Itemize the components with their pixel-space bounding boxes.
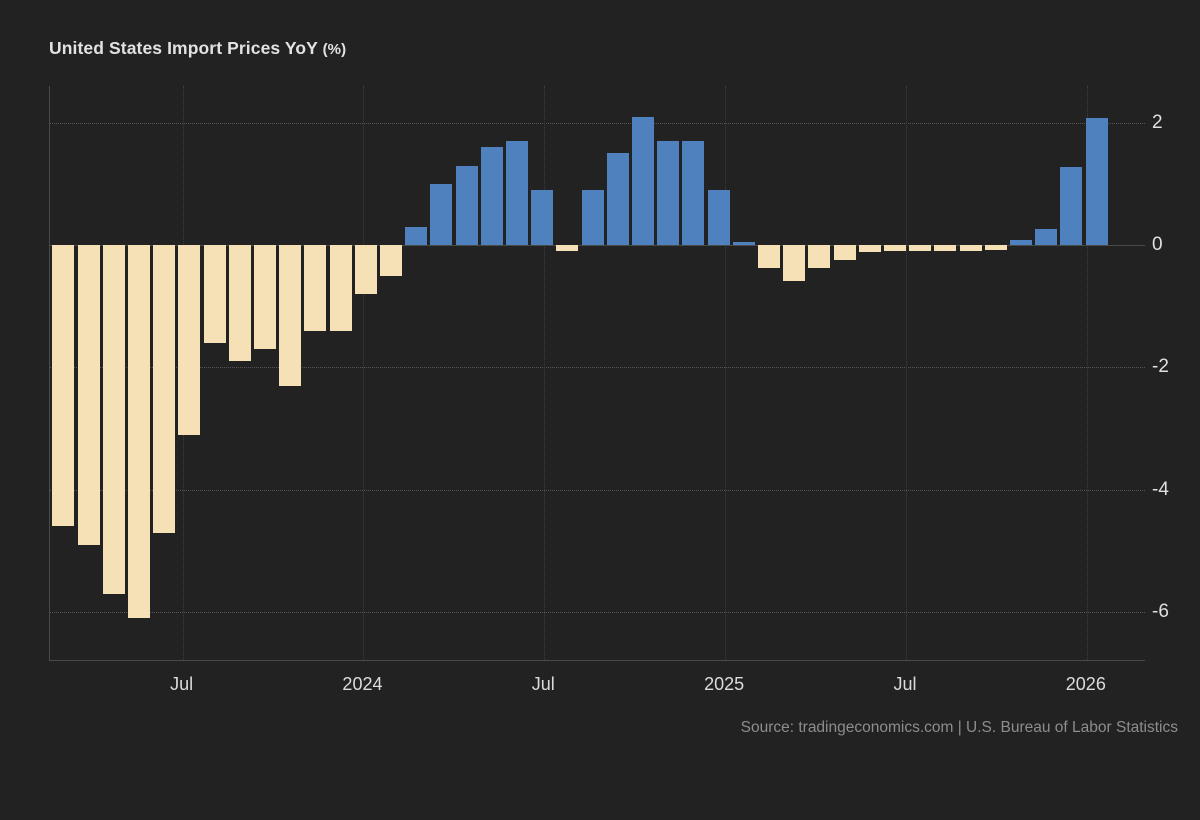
bar[interactable] bbox=[556, 245, 579, 252]
bar[interactable] bbox=[77, 245, 100, 545]
gridline-vertical bbox=[1086, 86, 1088, 660]
bar[interactable] bbox=[455, 165, 478, 246]
gridline-horizontal bbox=[50, 367, 1145, 369]
bar[interactable] bbox=[52, 245, 75, 527]
bar[interactable] bbox=[430, 183, 453, 246]
y-axis-tick-label: 0 bbox=[1152, 234, 1163, 256]
bar[interactable] bbox=[405, 226, 428, 246]
bar[interactable] bbox=[203, 245, 226, 343]
plot-inner bbox=[50, 86, 1145, 660]
bar[interactable] bbox=[808, 245, 831, 268]
bar[interactable] bbox=[505, 141, 528, 246]
bar[interactable] bbox=[909, 245, 932, 252]
y-axis-tick-label: -4 bbox=[1152, 478, 1169, 500]
bar[interactable] bbox=[858, 245, 881, 253]
bar[interactable] bbox=[1060, 166, 1083, 246]
x-axis-tick-label: Jul bbox=[893, 674, 917, 694]
bar[interactable] bbox=[354, 245, 377, 294]
bar[interactable] bbox=[682, 141, 705, 246]
bar[interactable] bbox=[606, 153, 629, 246]
bar[interactable] bbox=[304, 245, 327, 331]
bar[interactable] bbox=[379, 245, 402, 276]
x-axis-tick-label: Jul bbox=[531, 674, 555, 694]
bar[interactable] bbox=[1009, 240, 1032, 246]
x-axis-tick-label: Jul bbox=[170, 674, 194, 694]
bar[interactable] bbox=[657, 141, 680, 246]
bar[interactable] bbox=[1085, 118, 1108, 246]
bar[interactable] bbox=[178, 245, 201, 435]
bar[interactable] bbox=[153, 245, 176, 533]
bar[interactable] bbox=[707, 189, 730, 246]
bar[interactable] bbox=[531, 189, 554, 246]
bar[interactable] bbox=[833, 245, 856, 261]
bar[interactable] bbox=[102, 245, 125, 594]
zero-baseline bbox=[50, 245, 1145, 247]
gridline-horizontal bbox=[50, 122, 1145, 124]
bar[interactable] bbox=[631, 116, 654, 246]
gridline-vertical bbox=[905, 86, 907, 660]
bar[interactable] bbox=[480, 147, 503, 246]
bar[interactable] bbox=[783, 245, 806, 282]
y-axis-tick-label: 2 bbox=[1152, 111, 1163, 133]
gridline-vertical bbox=[544, 86, 546, 660]
chart-title-unit: (%) bbox=[322, 41, 347, 58]
y-axis-tick-label: -6 bbox=[1152, 601, 1169, 623]
plot-area bbox=[49, 86, 1145, 661]
bar[interactable] bbox=[984, 245, 1007, 250]
bar[interactable] bbox=[253, 245, 276, 350]
page-title: United States Import Prices YoY (%) bbox=[49, 38, 346, 59]
x-axis-tick-label: 2024 bbox=[342, 674, 383, 694]
chart-title-text: United States Import Prices YoY bbox=[49, 38, 318, 58]
bar[interactable] bbox=[732, 241, 755, 246]
gridline-vertical bbox=[725, 86, 727, 660]
bar[interactable] bbox=[757, 245, 780, 268]
gridline-horizontal bbox=[50, 489, 1145, 491]
x-axis-tick-label: 2025 bbox=[704, 674, 745, 694]
bar[interactable] bbox=[883, 245, 906, 252]
source-attribution: Source: tradingeconomics.com | U.S. Bure… bbox=[740, 719, 1178, 736]
bar[interactable] bbox=[959, 245, 982, 252]
bar[interactable] bbox=[1035, 228, 1058, 246]
y-axis-tick-label: -2 bbox=[1152, 356, 1169, 378]
bar[interactable] bbox=[228, 245, 251, 362]
bar[interactable] bbox=[581, 189, 604, 246]
bar[interactable] bbox=[329, 245, 352, 331]
gridline-horizontal bbox=[50, 612, 1145, 614]
x-axis-tick-label: 2026 bbox=[1065, 674, 1106, 694]
gridline-vertical bbox=[363, 86, 365, 660]
bar[interactable] bbox=[934, 245, 957, 252]
bar[interactable] bbox=[127, 245, 150, 619]
bar[interactable] bbox=[279, 245, 302, 386]
